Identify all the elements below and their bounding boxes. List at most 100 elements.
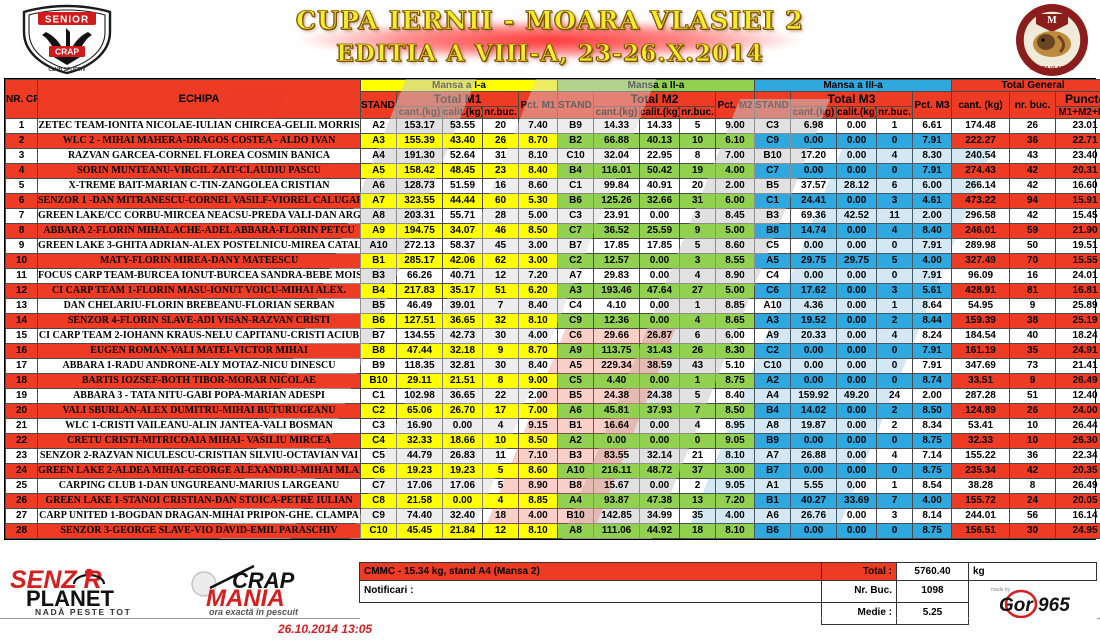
- cell-pct-m2: 8.30: [714, 343, 756, 359]
- cell-m1-calit: 58.37: [442, 238, 483, 254]
- cell-stand-m1: C9: [360, 508, 397, 524]
- table-row[interactable]: 27 CARP UNITED 1-BOGDAN DRAGAN-MIHAI PRIP…: [5, 508, 1100, 524]
- cell-nr-crt: 8: [5, 223, 38, 239]
- cell-m1-nrbuc: 4: [482, 493, 519, 509]
- cell-echipa: BARTIS IOZSEF-BOTH TIBOR-MORAR NICOLAE: [37, 373, 361, 389]
- cell-stand-m1: A8: [360, 208, 397, 224]
- table-row[interactable]: 11 FOCUS CARP TEAM-BURCEA IONUT-BURCEA SA…: [5, 268, 1100, 284]
- cell-m2-cant: 17.85: [593, 238, 640, 254]
- cell-m1-calit: 52.64: [442, 148, 483, 164]
- cell-pct-m3: 8.75: [912, 523, 953, 539]
- table-row[interactable]: 3 RAZVAN GARCEA-CORNEL FLOREA COSMIN BANI…: [5, 148, 1100, 164]
- table-row[interactable]: 15 CI CARP TEAM 2-IOHANN KRAUS-NELU CAPIT…: [5, 328, 1100, 344]
- cell-nr-crt: 21: [5, 418, 38, 434]
- cell-pct-m1: 7.40: [518, 118, 558, 134]
- cell-pct-m2: 8.95: [714, 418, 756, 434]
- cell-stand-m3: B5: [754, 178, 792, 194]
- cell-m1-cant: 45.45: [396, 523, 443, 539]
- cell-stand-m2: C4: [557, 298, 594, 314]
- cell-pct-m2: 6.00: [714, 328, 756, 344]
- table-row[interactable]: 4 SORIN MUNTEANU-VIRGIL ZAIT-CLAUDIU PASC…: [5, 163, 1100, 179]
- table-row[interactable]: 22 CRETU CRISTI-MITRICOAIA MIHAI- VASILIU…: [5, 433, 1100, 449]
- cell-m3-nrbuc: 0: [876, 133, 914, 149]
- table-row[interactable]: 7 GREEN LAKE/CC CORBU-MIRCEA NEACSU-PREDA…: [5, 208, 1100, 224]
- cell-pct-m2: 7.00: [714, 148, 756, 164]
- cell-m2-nrbuc: 10: [679, 133, 716, 149]
- cell-pct-m2: 8.40: [714, 388, 756, 404]
- cell-stand-m3: C4: [754, 268, 792, 284]
- cell-m1-nrbuc: 62: [482, 253, 519, 269]
- table-row[interactable]: 12 CI CARP TEAM 1-FLORIN MASU-IONUT VOICU…: [5, 283, 1100, 299]
- cell-stand-m1: B8: [360, 343, 397, 359]
- cell-m3-nrbuc: 0: [876, 373, 914, 389]
- table-row[interactable]: 28 SENZOR 3-GEORGE SLAVE-VIO DAVID-EMIL P…: [5, 523, 1100, 539]
- cell-m1-cant: 16.90: [396, 418, 443, 434]
- cell-pct-m3: 7.91: [912, 163, 953, 179]
- cell-nr-crt: 6: [5, 193, 38, 209]
- cell-stand-m1: C3: [360, 418, 397, 434]
- table-row[interactable]: 17 ABBARA 1-RADU ANDRONE-ALY MOTAZ-NICU D…: [5, 358, 1100, 374]
- table-row[interactable]: 9 GREEN LAKE 3-GHITA ADRIAN-ALEX POSTELNI…: [5, 238, 1100, 254]
- table-row[interactable]: 20 VALI SBURLAN-ALEX DUMITRU-MIHAI BUTURU…: [5, 403, 1100, 419]
- summary-spacer: [359, 602, 822, 624]
- cell-m3-calit: 0.00: [836, 298, 878, 314]
- cell-echipa: FOCUS CARP TEAM-BURCEA IONUT-BURCEA SAND…: [37, 268, 361, 284]
- cell-stand-m1: C8: [360, 493, 397, 509]
- cell-echipa: ABBARA 2-FLORIN MIHALACHE-ADEL ABBARA-FL…: [37, 223, 361, 239]
- cell-m3-nrbuc: 4: [876, 223, 914, 239]
- table-row[interactable]: 13 DAN CHELARIU-FLORIN BREBEANU-FLORIAN S…: [5, 298, 1100, 314]
- table-row[interactable]: 18 BARTIS IOZSEF-BOTH TIBOR-MORAR NICOLAE…: [5, 373, 1100, 389]
- cell-m1-cant: 102.98: [396, 388, 443, 404]
- total-value: 5760.40: [896, 562, 969, 581]
- senior-crap-logo: SENIOR CRAP CLUB SPORTIV: [8, 2, 128, 78]
- cell-tg-nrbuc: 36: [1009, 448, 1057, 464]
- cell-puncte: 20.35: [1055, 463, 1100, 479]
- cell-m2-nrbuc: 4: [679, 313, 716, 329]
- table-row[interactable]: 1 ZETEC TEAM-IONITA NICOLAE-IULIAN CHIRCE…: [5, 118, 1100, 134]
- table-row[interactable]: 25 CARPING CLUB 1-DAN UNGUREANU-MARIUS LA…: [5, 478, 1100, 494]
- table-row[interactable]: 26 GREEN LAKE 1-STANOI CRISTIAN-DAN STOIC…: [5, 493, 1100, 509]
- cell-m1-nrbuc: 10: [482, 433, 519, 449]
- table-row[interactable]: 2 WLC 2 - MIHAI MAHERA-DRAGOS COSTEA - AL…: [5, 133, 1100, 149]
- cell-puncte: 22.71: [1055, 133, 1100, 149]
- cell-m3-cant: 37.57: [790, 178, 838, 194]
- cell-m1-cant: 21.58: [396, 493, 443, 509]
- cell-m2-cant: 83.55: [593, 448, 640, 464]
- cell-m1-nrbuc: 18: [482, 508, 519, 524]
- table-row[interactable]: 8 ABBARA 2-FLORIN MIHALACHE-ADEL ABBARA-F…: [5, 223, 1100, 239]
- table-row[interactable]: 16 EUGEN ROMAN-VALI MATEI-VICTOR MIHAI B8 4…: [5, 343, 1100, 359]
- table-row[interactable]: 21 WLC 1-CRISTI VAILEANU-ALIN JANTEA-VALI…: [5, 418, 1100, 434]
- title-glow: [300, 20, 800, 60]
- cell-m3-nrbuc: 6: [876, 178, 914, 194]
- cell-stand-m3: A3: [754, 313, 792, 329]
- cell-m2-nrbuc: 31: [679, 193, 716, 209]
- cell-stand-m2: A8: [557, 523, 594, 539]
- cell-echipa: SENZOR 3-GEORGE SLAVE-VIO DAVID-EMIL PAR…: [37, 523, 361, 539]
- cell-m1-nrbuc: 12: [482, 268, 519, 284]
- cell-tg-cant: 54.95: [951, 298, 1011, 314]
- cell-m3-calit: 0.00: [836, 343, 878, 359]
- cell-stand-m3: A2: [754, 373, 792, 389]
- cell-m2-cant: 142.85: [593, 508, 640, 524]
- table-row[interactable]: 5 X-TREME BAIT-MARIAN C-TIN-ZANGOLEA CRIS…: [5, 178, 1100, 194]
- cell-stand-m3: B9: [754, 433, 792, 449]
- cell-m2-nrbuc: 6: [679, 328, 716, 344]
- table-row[interactable]: 19 ABBARA 3 - TATA NITU-GABI POPA-MARIAN …: [5, 388, 1100, 404]
- cell-echipa: MATY-FLORIN MIREA-DANY MATEESCU: [37, 253, 361, 269]
- table-row[interactable]: 10 MATY-FLORIN MIREA-DANY MATEESCU B1 285.1…: [5, 253, 1100, 269]
- table-row[interactable]: 14 SENZOR 4-FLORIN SLAVE-ADI VISAN-RAZVAN…: [5, 313, 1100, 329]
- cell-pct-m1: 5.30: [518, 193, 558, 209]
- cell-pct-m3: 6.61: [912, 118, 953, 134]
- table-row[interactable]: 23 SENZOR 2-RAZVAN NICULESCU-CRISTIAN SIL…: [5, 448, 1100, 464]
- cell-pct-m1: 8.85: [518, 493, 558, 509]
- table-row[interactable]: 6 SENZOR 1 -DAN MITRANESCU-CORNEL VASILF-…: [5, 193, 1100, 209]
- cell-m3-cant: 69.36: [790, 208, 838, 224]
- cell-m3-nrbuc: 3: [876, 283, 914, 299]
- cell-tg-nrbuc: 35: [1009, 343, 1057, 359]
- cell-m2-nrbuc: 2: [679, 478, 716, 494]
- cell-pct-m1: 8.50: [518, 223, 558, 239]
- cell-m2-calit: 47.64: [639, 283, 680, 299]
- cell-m3-calit: 0.00: [836, 118, 878, 134]
- table-row[interactable]: 24 GREEN LAKE 2-ALDEA MIHAI-GEORGE ALEXAN…: [5, 463, 1100, 479]
- generation-timestamp: 26.10.2014 13:05: [278, 622, 373, 636]
